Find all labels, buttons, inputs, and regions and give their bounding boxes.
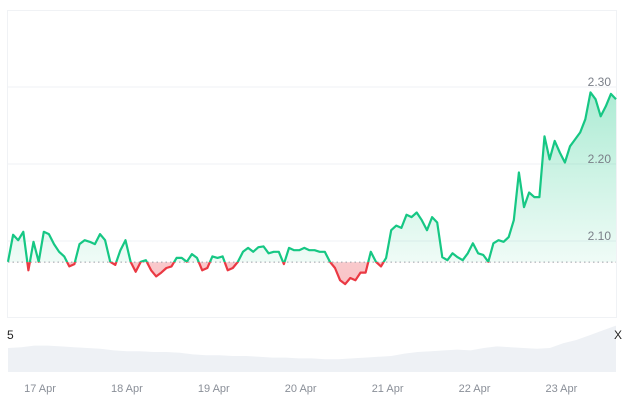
right-edge-label: X (614, 328, 622, 342)
price-areas (8, 92, 616, 285)
x-tick-label: 19 Apr (198, 383, 230, 395)
plot-frame (7, 10, 617, 318)
price-lines (6, 91, 617, 286)
x-tick-label: 21 Apr (372, 383, 404, 395)
x-tick-label: 17 Apr (24, 383, 56, 395)
price-line-up (6, 91, 617, 263)
left-edge-label: 5 (7, 328, 14, 342)
y-tick-label: 2.30 (588, 75, 612, 89)
area-above-baseline (8, 92, 616, 263)
x-tick-label: 18 Apr (111, 383, 143, 395)
y-tick-label: 2.20 (588, 152, 612, 166)
area-below-baseline (8, 262, 616, 285)
x-tick-label: 22 Apr (459, 383, 491, 395)
y-axis-labels: 2.10 2.20 2.30 (588, 75, 612, 243)
y-tick-label: 2.10 (588, 229, 612, 243)
x-axis-labels: 17 Apr 18 Apr 19 Apr 20 Apr 21 Apr 22 Apr 23 A… (24, 383, 578, 395)
volume-area (8, 325, 616, 372)
volume-area-shape (8, 325, 616, 372)
x-tick-label: 20 Apr (285, 383, 317, 395)
x-tick-label: 23 Apr (545, 383, 577, 395)
